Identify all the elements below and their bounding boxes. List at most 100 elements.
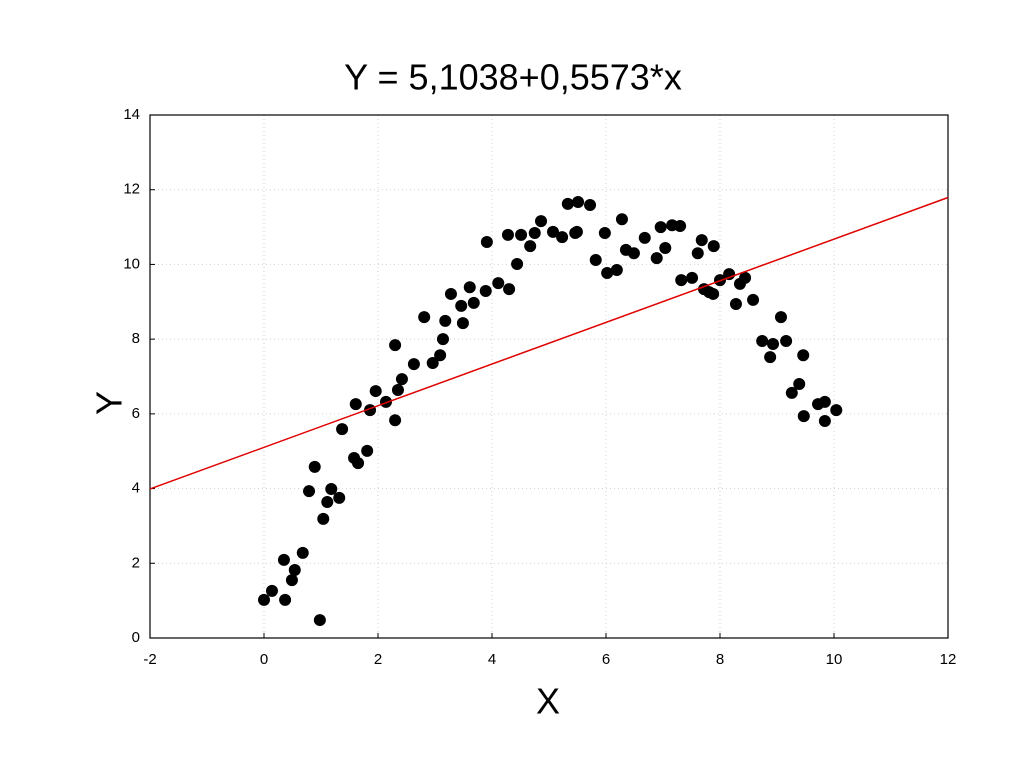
scatter-point — [747, 293, 760, 306]
scatter-point — [325, 482, 338, 495]
scatter-point — [610, 264, 623, 277]
scatter-point — [407, 358, 420, 371]
scatter-point — [729, 298, 742, 311]
scatter-point — [589, 253, 602, 266]
scatter-point — [601, 267, 614, 280]
y-tick-label: 6 — [132, 405, 140, 422]
x-tick-label: 6 — [602, 651, 610, 668]
y-tick-label: 14 — [123, 106, 140, 123]
scatter-point — [434, 349, 447, 362]
scatter-point — [321, 496, 334, 509]
x-tick-label: 8 — [716, 651, 724, 668]
scatter-point — [308, 460, 321, 473]
chart-title: Y = 5,1038+0,5573*x — [344, 57, 682, 98]
scatter-point — [336, 423, 349, 436]
scatter-point — [764, 351, 777, 364]
scatter-point — [395, 373, 408, 386]
scatter-point — [279, 593, 292, 606]
scatter-point — [659, 241, 672, 254]
scatter-point — [686, 271, 699, 284]
scatter-point — [767, 337, 780, 350]
scatter-point — [285, 574, 298, 587]
regression-line — [149, 196, 949, 490]
scatter-point — [584, 199, 597, 212]
plot-frame — [149, 114, 949, 639]
scatter-point — [361, 444, 374, 457]
x-tick-label: 10 — [826, 651, 843, 668]
scatter-point — [501, 228, 514, 241]
scatter-point — [503, 283, 516, 296]
scatter-point — [455, 299, 468, 312]
scatter-point — [439, 314, 452, 327]
scatter-point — [638, 231, 651, 244]
scatter-point — [546, 225, 559, 238]
scatter-point — [691, 247, 704, 260]
y-tick-label: 10 — [123, 255, 140, 272]
scatter-point — [492, 277, 505, 290]
scatter-point — [389, 414, 402, 427]
scatter-point — [572, 196, 585, 209]
scatter-point — [830, 404, 843, 417]
scatter-point — [535, 215, 548, 228]
scatter-point — [258, 593, 270, 606]
scatter-point — [369, 385, 382, 398]
x-axis-label: X — [536, 681, 560, 722]
scatter-point — [780, 335, 793, 348]
scatter-point — [818, 414, 831, 427]
scatter-point — [265, 584, 278, 597]
x-tick-label: 4 — [488, 651, 496, 668]
scatter-point — [570, 225, 583, 238]
scatter-point — [277, 553, 290, 566]
scatter-point — [379, 395, 392, 408]
scatter-point — [479, 284, 492, 297]
scatter-point — [511, 258, 524, 271]
scatter-point — [785, 386, 798, 399]
scatter-point — [615, 213, 628, 226]
scatter-point — [774, 311, 787, 324]
scatter-point — [675, 274, 688, 287]
x-tick-label: 0 — [260, 651, 268, 668]
scatter-point — [695, 234, 708, 247]
y-tick-label: 8 — [132, 330, 140, 347]
y-tick-label: 2 — [132, 554, 140, 571]
scatter-point — [352, 457, 365, 470]
y-axis-label: Y — [89, 391, 130, 415]
scatter-point — [797, 349, 810, 362]
scatter-point — [463, 281, 476, 294]
scatter-point — [426, 357, 439, 370]
scatter-point — [797, 410, 810, 423]
scatter-point — [288, 564, 301, 577]
scatter-point — [456, 317, 469, 330]
scatter-point — [349, 398, 362, 411]
x-tick-label: -2 — [143, 651, 156, 668]
scatter-point — [480, 236, 493, 249]
scatter-point — [627, 247, 640, 260]
scatter-point — [296, 546, 309, 559]
scatter-point — [418, 311, 431, 324]
y-tick-label: 4 — [132, 480, 140, 497]
scatter-point — [313, 614, 326, 627]
y-tick-label: 0 — [132, 629, 140, 646]
scatter-point — [650, 252, 663, 265]
scatter-point — [707, 287, 720, 300]
scatter-point — [515, 228, 528, 241]
scatter-point — [333, 491, 346, 504]
scatter-point — [674, 219, 687, 232]
scatter-point — [561, 197, 574, 210]
scatter-point — [707, 240, 720, 253]
scatter-point — [598, 227, 611, 240]
scatter-point — [436, 333, 449, 346]
scatter-point — [524, 240, 537, 253]
scatter-point — [317, 512, 330, 525]
scatter-point — [444, 287, 457, 300]
scatter-point — [303, 485, 316, 498]
scatter-point — [467, 296, 480, 309]
scatter-point — [654, 221, 667, 234]
x-tick-label: 2 — [374, 651, 382, 668]
scatter-point — [756, 335, 769, 348]
scatter-point — [528, 227, 541, 240]
scatter-point — [389, 339, 402, 352]
scatter-point — [391, 383, 404, 396]
x-tick-label: 12 — [940, 651, 957, 668]
